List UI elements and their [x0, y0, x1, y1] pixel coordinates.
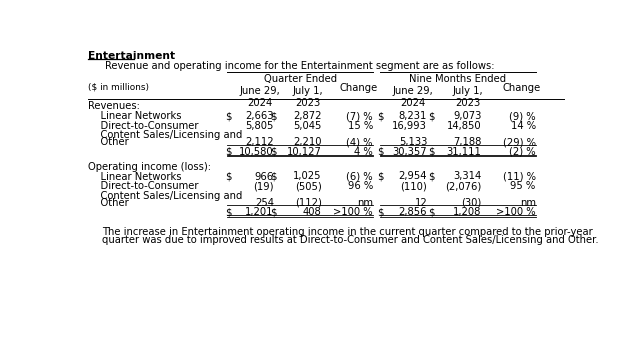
Text: $: $ — [270, 111, 277, 121]
Text: 31,111: 31,111 — [447, 147, 481, 157]
Text: 3,314: 3,314 — [453, 171, 481, 182]
Text: (6) %: (6) % — [346, 171, 373, 182]
Text: 5,805: 5,805 — [245, 121, 274, 131]
Text: 2,663: 2,663 — [245, 111, 274, 121]
Text: (7) %: (7) % — [346, 111, 373, 121]
Text: (2,076): (2,076) — [445, 181, 481, 191]
Text: 2,954: 2,954 — [399, 171, 428, 182]
Text: 2,856: 2,856 — [399, 207, 428, 217]
Text: 15 %: 15 % — [348, 121, 373, 131]
Text: June 29,
2024: June 29, 2024 — [239, 86, 280, 108]
Text: 1,025: 1,025 — [293, 171, 322, 182]
Text: $: $ — [378, 207, 384, 217]
Text: Linear Networks: Linear Networks — [88, 111, 181, 121]
Text: (2) %: (2) % — [509, 147, 536, 157]
Text: $: $ — [225, 171, 231, 182]
Text: nm: nm — [520, 198, 536, 208]
Text: 5,133: 5,133 — [399, 137, 428, 147]
Text: $: $ — [378, 111, 384, 121]
Text: (30): (30) — [461, 198, 481, 208]
Text: 9,073: 9,073 — [453, 111, 481, 121]
Text: 10,580: 10,580 — [239, 147, 274, 157]
Text: Linear Networks: Linear Networks — [88, 171, 181, 182]
Text: June 29,
2024: June 29, 2024 — [393, 86, 434, 108]
Text: (505): (505) — [295, 181, 322, 191]
Text: Content Sales/Licensing and: Content Sales/Licensing and — [88, 191, 242, 201]
Text: (9) %: (9) % — [509, 111, 536, 121]
Text: Revenues:: Revenues: — [88, 102, 140, 111]
Text: 8,231: 8,231 — [399, 111, 428, 121]
Text: 4 %: 4 % — [354, 147, 373, 157]
Text: $: $ — [225, 147, 231, 157]
Text: $: $ — [428, 207, 434, 217]
Text: 10,127: 10,127 — [287, 147, 322, 157]
Text: (4) %: (4) % — [346, 137, 373, 147]
Text: quarter was due to improved results at Direct-to-Consumer and Content Sales/Lice: quarter was due to improved results at D… — [102, 235, 598, 245]
Text: Content Sales/Licensing and: Content Sales/Licensing and — [88, 130, 242, 140]
Text: Direct-to-Consumer: Direct-to-Consumer — [88, 121, 198, 131]
Text: >100 %: >100 % — [333, 207, 373, 217]
Text: nm: nm — [357, 198, 373, 208]
Text: Change: Change — [340, 83, 378, 93]
Text: (29) %: (29) % — [502, 137, 536, 147]
Text: (19): (19) — [253, 181, 274, 191]
Text: $: $ — [428, 171, 434, 182]
Text: $: $ — [428, 111, 434, 121]
Text: Nine Months Ended: Nine Months Ended — [409, 75, 506, 84]
Text: 16,993: 16,993 — [392, 121, 428, 131]
Text: Operating income (loss):: Operating income (loss): — [88, 162, 211, 172]
Text: 14 %: 14 % — [511, 121, 536, 131]
Text: The increase in Entertainment operating income in the current quarter compared t: The increase in Entertainment operating … — [102, 227, 593, 237]
Text: 12: 12 — [415, 198, 428, 208]
Text: 7,188: 7,188 — [453, 137, 481, 147]
Text: $: $ — [270, 147, 277, 157]
Text: $: $ — [270, 207, 277, 217]
Text: 408: 408 — [303, 207, 322, 217]
Text: (11) %: (11) % — [502, 171, 536, 182]
Text: 30,357: 30,357 — [392, 147, 428, 157]
Text: Other: Other — [88, 198, 129, 208]
Text: 14,850: 14,850 — [447, 121, 481, 131]
Text: 1,208: 1,208 — [453, 207, 481, 217]
Text: 5,045: 5,045 — [293, 121, 322, 131]
Text: $: $ — [428, 147, 434, 157]
Text: 2,210: 2,210 — [293, 137, 322, 147]
Text: 254: 254 — [255, 198, 274, 208]
Text: July 1,
2023: July 1, 2023 — [292, 86, 323, 108]
Text: >100 %: >100 % — [496, 207, 536, 217]
Text: $: $ — [225, 111, 231, 121]
Text: 2,872: 2,872 — [293, 111, 322, 121]
Text: Direct-to-Consumer: Direct-to-Consumer — [88, 181, 198, 191]
Text: Revenue and operating income for the Entertainment segment are as follows:: Revenue and operating income for the Ent… — [105, 62, 494, 71]
Text: Change: Change — [502, 83, 541, 93]
Text: Entertainment: Entertainment — [88, 51, 175, 62]
Text: ($ in millions): ($ in millions) — [88, 83, 148, 92]
Text: (112): (112) — [295, 198, 322, 208]
Text: 2,112: 2,112 — [245, 137, 274, 147]
Text: 966: 966 — [255, 171, 274, 182]
Text: $: $ — [378, 147, 384, 157]
Text: Other: Other — [88, 137, 129, 147]
Text: 96 %: 96 % — [348, 181, 373, 191]
Text: $: $ — [225, 207, 231, 217]
Text: $: $ — [378, 171, 384, 182]
Text: 95 %: 95 % — [511, 181, 536, 191]
Text: $: $ — [270, 171, 277, 182]
Text: July 1,
2023: July 1, 2023 — [452, 86, 483, 108]
Text: (110): (110) — [401, 181, 428, 191]
Text: 1,201: 1,201 — [245, 207, 274, 217]
Text: Quarter Ended: Quarter Ended — [264, 75, 337, 84]
